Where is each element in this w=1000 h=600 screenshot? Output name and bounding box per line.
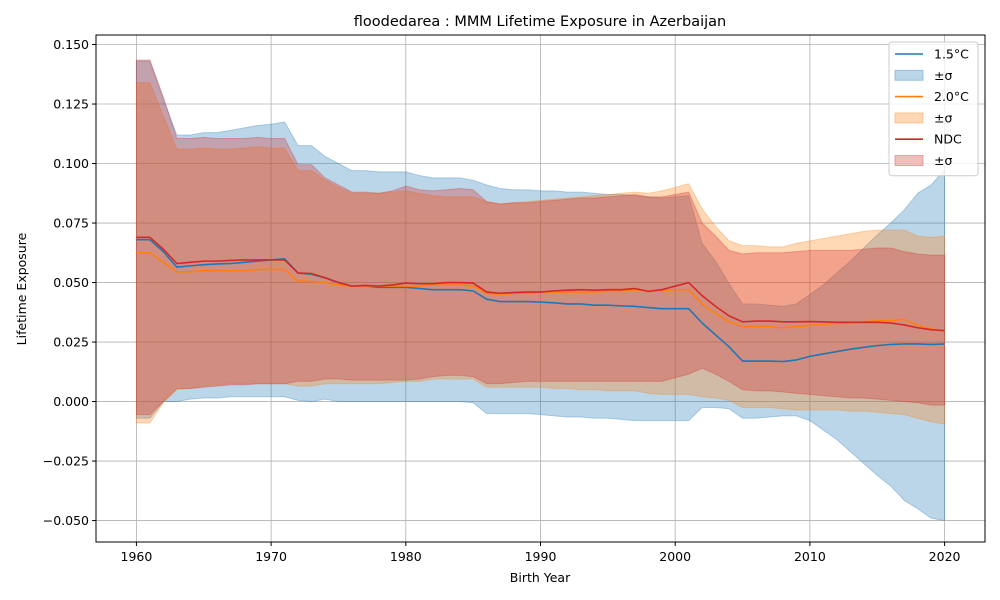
y-tick-label: 0.050 <box>53 275 89 290</box>
legend-band-2-0-c <box>894 112 924 124</box>
legend-band-label-ndc: ±σ <box>934 153 952 168</box>
chart-title: floodedarea : MMM Lifetime Exposure in A… <box>354 14 726 30</box>
y-tick-label: 0.075 <box>53 216 89 231</box>
legend-band-1-5-c <box>894 69 924 81</box>
band-2-0-c <box>135 82 946 425</box>
band-1-5-c <box>135 60 946 522</box>
x-tick-label: 2010 <box>794 549 826 564</box>
legend-band-ndc <box>894 155 924 166</box>
x-axis-label: Birth Year <box>510 570 571 585</box>
y-axis-label: Lifetime Exposure <box>14 232 29 345</box>
lines <box>136 236 945 363</box>
legend-label-ndc: NDC <box>934 132 962 147</box>
y-tick-label: −0.050 <box>43 513 89 528</box>
x-tick-label: 2000 <box>659 549 691 564</box>
y-tick-label: 0.125 <box>53 97 89 112</box>
legend: 1.5°C ±σ 2.0°C ±σ NDC ±σ <box>888 41 979 177</box>
grid <box>96 35 985 542</box>
x-tick-label: 2020 <box>929 549 961 564</box>
y-tick-label: 0.025 <box>53 335 89 350</box>
legend-band-label-1-5-c: ±σ <box>934 68 952 83</box>
y-tick-label: 0.000 <box>53 394 89 409</box>
x-tick-label: 1980 <box>390 549 422 564</box>
y-tick-label: 0.150 <box>53 37 89 52</box>
series-line-ndc <box>136 236 945 332</box>
y-tick-label: −0.025 <box>43 454 89 469</box>
x-tick-label: 1970 <box>255 549 287 564</box>
legend-label-2-0-c: 2.0°C <box>934 89 969 104</box>
ticks: 1960 1970 1980 1990 2000 2010 2020 −0.050 −0.025… <box>43 37 961 564</box>
y-tick-label: 0.100 <box>53 156 89 171</box>
x-tick-label: 1990 <box>525 549 557 564</box>
legend-label-1-5-c: 1.5°C <box>934 47 969 62</box>
legend-box <box>888 41 979 177</box>
legend-band-label-2-0-c: ±σ <box>934 110 952 125</box>
x-tick-label: 1960 <box>121 549 153 564</box>
